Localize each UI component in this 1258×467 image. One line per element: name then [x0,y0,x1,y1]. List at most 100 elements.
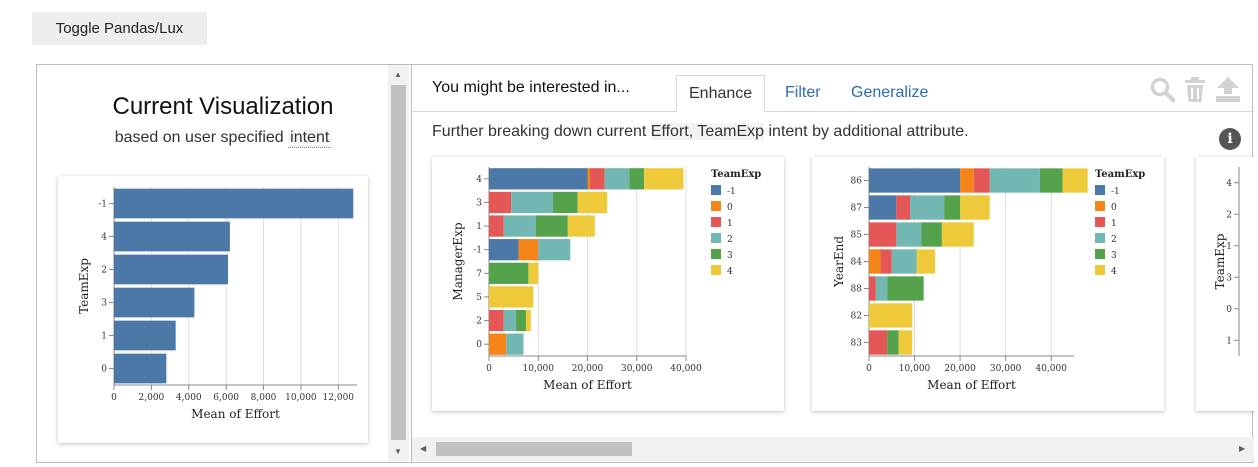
current-bar [114,353,167,384]
managerexp-bar-segment [506,333,524,355]
managerexp-x-tick-label: 20,000 [572,364,604,374]
yearend-bar-segment [960,168,974,193]
current-bar [114,320,176,351]
recommendation-card-managerexp[interactable]: 0 10,000 20,000 30,000 40,000 4 3 1 -1 7 5 2 0 Mean o… [432,157,784,411]
managerexp-x-tick-label: 40,000 [670,364,702,374]
current-x-tick-label: 6,000 [213,393,239,403]
managerexp-bar-segment [489,215,504,237]
yearend-bar-segment [973,168,990,193]
current-vis-card[interactable]: 0 2,000 4,000 6,000 8,000 10,000 12,000 -1 4 2 3 1 0… [58,176,368,443]
managerexp-legend-title: TeamExp [711,169,761,180]
managerexp-bar-segment [604,168,630,190]
yearend-chart: 0 10,000 20,000 30,000 40,000 86 87 85 84 88 82 83 M… [832,167,1145,392]
managerexp-legend-label: -1 [727,187,736,197]
horizontal-scrollbar[interactable]: ◀ ▶ [412,437,1254,461]
managerexp-bar-segment [567,215,595,237]
current-vis-chart: 0 2,000 4,000 6,000 8,000 10,000 12,000 -1 4 2 3 1 0… [77,187,357,421]
tab-enhance[interactable]: Enhance [676,75,766,112]
info-icon[interactable]: i [1219,128,1241,150]
yearend-x-tick-label: 10,000 [899,364,931,374]
managerexp-x-tick-label: 30,000 [621,364,653,374]
yearend-bar-segment [869,330,888,355]
managerexp-bar-segment [577,191,608,214]
recommendation-card-partial[interactable]: 4 2 -1 3 0 1 TeamExp [1196,157,1254,411]
current-y-tick-label: 0 [101,365,107,375]
managerexp-bar-segment [511,191,554,214]
managerexp-legend-label: 3 [727,251,733,261]
yearend-legend-swatch [1095,249,1105,259]
current-bar [114,221,230,252]
current-y-tick-label: 3 [101,299,107,309]
scroll-down-arrow[interactable]: ▼ [394,447,402,456]
yearend-bar-segment [941,222,974,247]
yearend-bar-segment [869,195,897,220]
managerexp-x-axis-title: Mean of Effort [543,378,632,392]
yearend-legend-label: 1 [1111,219,1117,229]
managerexp-y-tick-label: 4 [476,175,482,185]
current-y-tick-label: -1 [98,200,107,210]
managerexp-bar-segment [489,286,534,308]
yearend-bar-segment [869,222,897,247]
managerexp-bar-segment [489,309,504,332]
subtitle-text: based on user specified [114,129,284,146]
current-y-tick-label: 4 [101,233,107,243]
yearend-bar-segment [869,303,913,328]
toggle-pandas-lux-button[interactable]: Toggle Pandas/Lux [32,12,207,45]
yearend-x-tick-label: 30,000 [990,364,1022,374]
tab-generalize[interactable]: Generalize [851,84,929,101]
recommendations-pane: You might be interested in... Enhance Fi… [411,65,1254,462]
upload-icon[interactable] [1215,77,1241,103]
managerexp-y-axis-title: ManagerExp [451,222,465,300]
current-visualization-pane: Current Visualization based on user spec… [37,65,388,462]
managerexp-bar-segment [503,215,536,237]
managerexp-legend-swatch [711,201,721,211]
partial-y-tick-label: 2 [1226,210,1232,220]
yearend-legend-title: TeamExp [1095,169,1145,180]
managerexp-bar-segment [489,333,507,355]
yearend-y-tick-label: 88 [851,285,863,295]
yearend-bar-segment [887,276,924,301]
vertical-scrollbar[interactable]: ▲ ▼ [388,65,409,462]
current-visualization-subtitle: based on user specified intent [37,129,409,148]
yearend-bar-segment [921,222,942,247]
scroll-left-arrow[interactable]: ◀ [420,444,427,453]
horizontal-scroll-thumb[interactable] [436,442,632,456]
yearend-legend-label: 0 [1111,203,1117,213]
managerexp-y-tick-label: 0 [476,340,482,350]
managerexp-legend-swatch [711,249,721,259]
yearend-bar-segment [910,195,945,220]
yearend-bar-segment [1039,168,1063,193]
managerexp-bar-segment [589,168,605,190]
current-y-tick-label: 2 [101,266,107,276]
yearend-legend-swatch [1095,233,1105,243]
yearend-bar-segment [960,195,990,220]
scroll-right-arrow[interactable]: ▶ [1239,444,1246,453]
yearend-y-tick-label: 82 [851,312,862,322]
recommendation-card-yearend[interactable]: 0 10,000 20,000 30,000 40,000 86 87 85 84 88 82 83 M… [812,157,1164,411]
managerexp-y-tick-label: 3 [476,198,482,208]
search-icon[interactable] [1150,77,1176,103]
current-x-tick-label: 10,000 [285,393,317,403]
lux-widget: Current Visualization based on user spec… [36,64,1254,463]
managerexp-y-tick-label: 2 [476,317,482,327]
description-suffix: intent by additional attribute. [768,123,969,140]
vertical-scroll-thumb[interactable] [391,85,406,440]
tab-filter[interactable]: Filter [785,84,821,101]
managerexp-bar-segment [528,262,539,284]
yearend-bar-segment [898,330,913,355]
managerexp-y-tick-label: 5 [476,293,482,303]
current-bar [114,188,354,219]
intent-attributes: Effort, TeamExp [650,123,765,140]
current-x-axis-title: Mean of Effort [191,407,280,421]
intent-tooltip[interactable]: intent [288,129,332,148]
trash-icon[interactable] [1184,77,1206,103]
tab-bar: You might be interested in... Enhance Fi… [412,65,1254,112]
yearend-x-tick-label: 40,000 [1035,364,1067,374]
scroll-up-arrow[interactable]: ▲ [394,70,402,79]
description-prefix: Further breaking down current [432,123,647,140]
yearend-legend-label: -1 [1111,187,1120,197]
enhance-description: Further breaking down current Effort, Te… [432,123,969,141]
yearend-legend-swatch [1095,201,1105,211]
partial-y-tick-label: 3 [1226,273,1232,283]
yearend-bar-segment [896,222,922,247]
